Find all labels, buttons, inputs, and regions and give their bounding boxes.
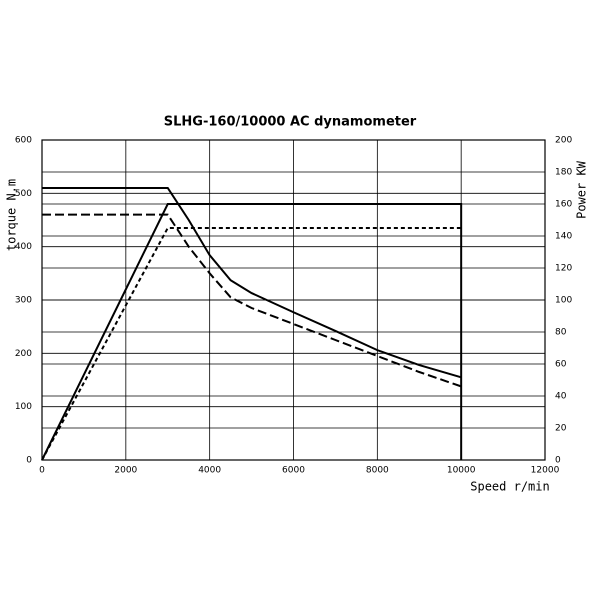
y2-tick-label: 200 [555, 136, 572, 146]
y-tick-label: 200 [15, 349, 32, 359]
x-tick-label: 12000 [531, 466, 560, 476]
y2-tick-label: 80 [555, 328, 567, 338]
series-line [42, 187, 462, 379]
series-line [42, 213, 462, 388]
x-tick-label: 6000 [282, 466, 305, 476]
series-line [41, 227, 462, 461]
chart-title: SLHG-160/10000 AC dynamometer [164, 115, 417, 130]
y2-tick-label: 0 [555, 456, 561, 466]
y-tick-label: 600 [15, 136, 32, 146]
y-tick-label: 500 [15, 189, 32, 199]
y2-tick-label: 100 [555, 296, 572, 306]
y2-tick-label: 120 [555, 264, 572, 274]
x-tick-label: 4000 [198, 466, 221, 476]
x-tick-label: 0 [39, 466, 45, 476]
y2-axis-label: Power KW [575, 160, 589, 219]
y-tick-label: 100 [15, 402, 32, 412]
y2-tick-label: 140 [555, 232, 572, 242]
x-tick-label: 8000 [366, 466, 389, 476]
y2-tick-label: 180 [555, 168, 572, 178]
y2-tick-label: 60 [555, 360, 567, 370]
y-axis-label: torque N.m [5, 179, 19, 251]
series-line [41, 203, 463, 461]
y2-tick-label: 40 [555, 392, 567, 402]
y2-tick-label: 20 [555, 424, 567, 434]
y-tick-label: 400 [15, 242, 32, 252]
y-tick-label: 0 [26, 456, 32, 466]
y-tick-label: 300 [15, 296, 32, 306]
x-tick-label: 10000 [447, 466, 476, 476]
x-tick-label: 2000 [114, 466, 137, 476]
x-axis-label: Speed r/min [470, 480, 549, 494]
y2-tick-label: 160 [555, 200, 572, 210]
